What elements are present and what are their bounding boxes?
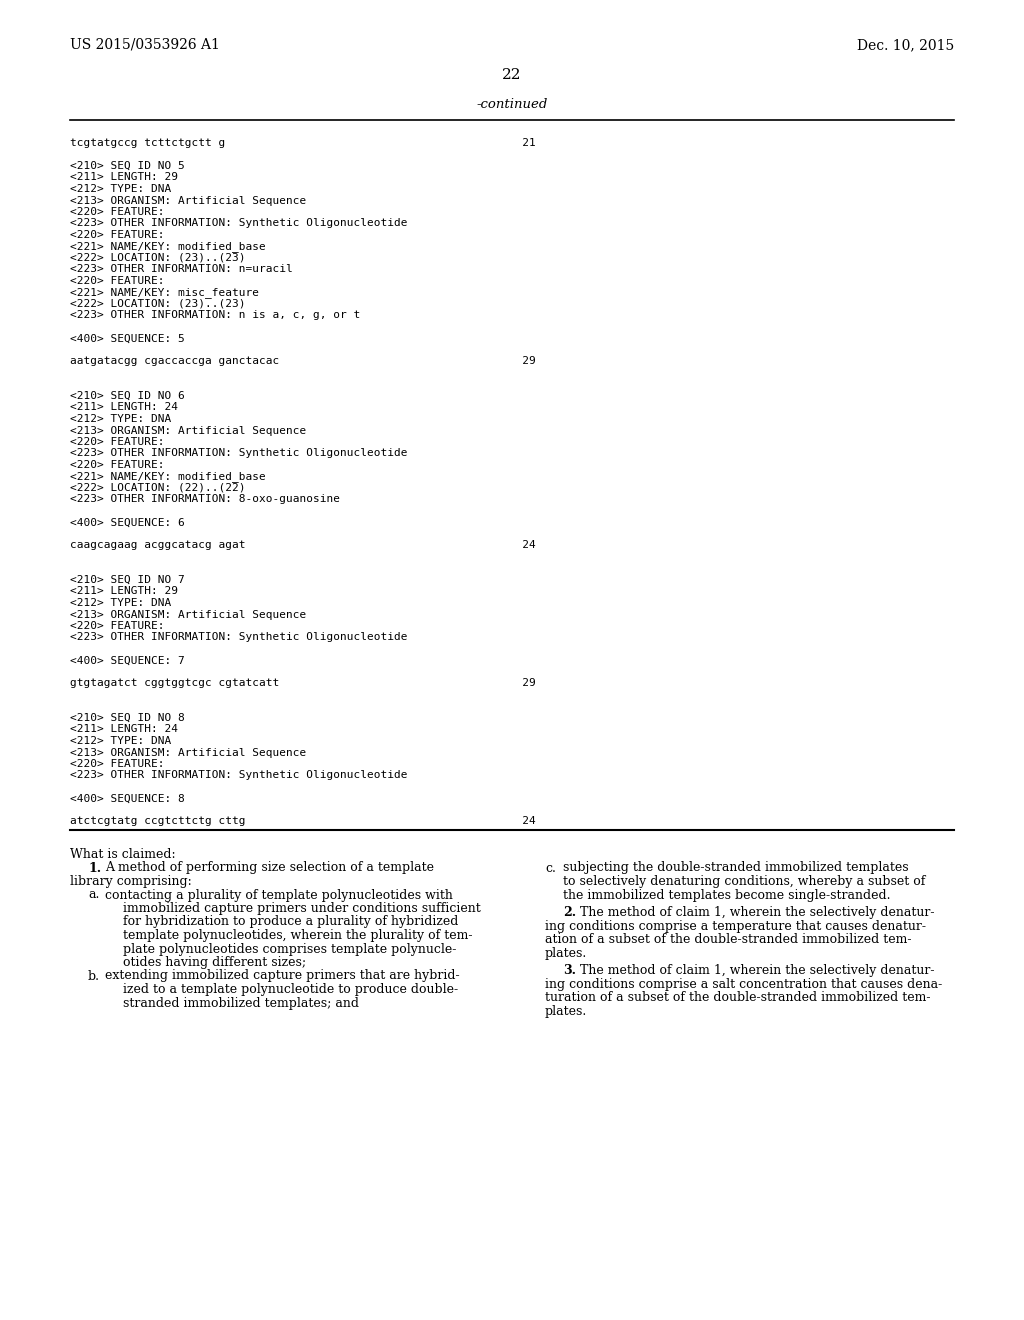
Text: 1.: 1. xyxy=(88,862,101,874)
Text: subjecting the double-stranded immobilized templates: subjecting the double-stranded immobiliz… xyxy=(563,862,908,874)
Text: the immobilized templates become single-stranded.: the immobilized templates become single-… xyxy=(563,888,891,902)
Text: <223> OTHER INFORMATION: 8-oxo-guanosine: <223> OTHER INFORMATION: 8-oxo-guanosine xyxy=(70,495,340,504)
Text: to selectively denaturing conditions, whereby a subset of: to selectively denaturing conditions, wh… xyxy=(563,875,926,888)
Text: plate polynucleotides comprises template polynucle-: plate polynucleotides comprises template… xyxy=(123,942,457,956)
Text: <210> SEQ ID NO 7: <210> SEQ ID NO 7 xyxy=(70,576,184,585)
Text: <221> NAME/KEY: modified_base: <221> NAME/KEY: modified_base xyxy=(70,471,266,482)
Text: ing conditions comprise a salt concentration that causes dena-: ing conditions comprise a salt concentra… xyxy=(545,978,942,990)
Text: 3.: 3. xyxy=(563,964,575,977)
Text: <223> OTHER INFORMATION: n=uracil: <223> OTHER INFORMATION: n=uracil xyxy=(70,264,293,275)
Text: <400> SEQUENCE: 8: <400> SEQUENCE: 8 xyxy=(70,793,184,804)
Text: The method of claim 1, wherein the selectively denatur-: The method of claim 1, wherein the selec… xyxy=(580,964,935,977)
Text: 2.: 2. xyxy=(563,906,577,919)
Text: ation of a subset of the double-stranded immobilized tem-: ation of a subset of the double-stranded… xyxy=(545,933,911,946)
Text: <212> TYPE: DNA: <212> TYPE: DNA xyxy=(70,414,171,424)
Text: <222> LOCATION: (22)..(22): <222> LOCATION: (22)..(22) xyxy=(70,483,246,492)
Text: atctcgtatg ccgtcttctg cttg                                         24: atctcgtatg ccgtcttctg cttg 24 xyxy=(70,817,536,826)
Text: <400> SEQUENCE: 6: <400> SEQUENCE: 6 xyxy=(70,517,184,528)
Text: <211> LENGTH: 24: <211> LENGTH: 24 xyxy=(70,403,178,412)
Text: <223> OTHER INFORMATION: Synthetic Oligonucleotide: <223> OTHER INFORMATION: Synthetic Oligo… xyxy=(70,219,408,228)
Text: <212> TYPE: DNA: <212> TYPE: DNA xyxy=(70,737,171,746)
Text: template polynucleotides, wherein the plurality of tem-: template polynucleotides, wherein the pl… xyxy=(123,929,472,942)
Text: <220> FEATURE:: <220> FEATURE: xyxy=(70,276,165,286)
Text: <221> NAME/KEY: misc_feature: <221> NAME/KEY: misc_feature xyxy=(70,288,259,298)
Text: <220> FEATURE:: <220> FEATURE: xyxy=(70,759,165,770)
Text: <210> SEQ ID NO 5: <210> SEQ ID NO 5 xyxy=(70,161,184,172)
Text: <400> SEQUENCE: 5: <400> SEQUENCE: 5 xyxy=(70,334,184,343)
Text: <211> LENGTH: 29: <211> LENGTH: 29 xyxy=(70,173,178,182)
Text: Dec. 10, 2015: Dec. 10, 2015 xyxy=(857,38,954,51)
Text: caagcagaag acggcatacg agat                                         24: caagcagaag acggcatacg agat 24 xyxy=(70,540,536,550)
Text: ing conditions comprise a temperature that causes denatur-: ing conditions comprise a temperature th… xyxy=(545,920,926,932)
Text: c.: c. xyxy=(545,862,556,874)
Text: tcgtatgccg tcttctgctt g                                            21: tcgtatgccg tcttctgctt g 21 xyxy=(70,139,536,148)
Text: <211> LENGTH: 29: <211> LENGTH: 29 xyxy=(70,586,178,597)
Text: <220> FEATURE:: <220> FEATURE: xyxy=(70,437,165,447)
Text: <213> ORGANISM: Artificial Sequence: <213> ORGANISM: Artificial Sequence xyxy=(70,747,306,758)
Text: <222> LOCATION: (23)..(23): <222> LOCATION: (23)..(23) xyxy=(70,253,246,263)
Text: ized to a template polynucleotide to produce double-: ized to a template polynucleotide to pro… xyxy=(123,983,458,997)
Text: plates.: plates. xyxy=(545,946,587,960)
Text: A method of performing size selection of a template: A method of performing size selection of… xyxy=(105,862,434,874)
Text: <220> FEATURE:: <220> FEATURE: xyxy=(70,230,165,240)
Text: -continued: -continued xyxy=(476,99,548,111)
Text: turation of a subset of the double-stranded immobilized tem-: turation of a subset of the double-stran… xyxy=(545,991,931,1005)
Text: <222> LOCATION: (23)..(23): <222> LOCATION: (23)..(23) xyxy=(70,300,246,309)
Text: US 2015/0353926 A1: US 2015/0353926 A1 xyxy=(70,38,220,51)
Text: <212> TYPE: DNA: <212> TYPE: DNA xyxy=(70,183,171,194)
Text: <213> ORGANISM: Artificial Sequence: <213> ORGANISM: Artificial Sequence xyxy=(70,610,306,619)
Text: <211> LENGTH: 24: <211> LENGTH: 24 xyxy=(70,725,178,734)
Text: <220> FEATURE:: <220> FEATURE: xyxy=(70,207,165,216)
Text: aatgatacgg cgaccaccga ganctacac                                    29: aatgatacgg cgaccaccga ganctacac 29 xyxy=(70,356,536,367)
Text: <220> FEATURE:: <220> FEATURE: xyxy=(70,459,165,470)
Text: <212> TYPE: DNA: <212> TYPE: DNA xyxy=(70,598,171,609)
Text: library comprising:: library comprising: xyxy=(70,875,191,888)
Text: <400> SEQUENCE: 7: <400> SEQUENCE: 7 xyxy=(70,656,184,665)
Text: <223> OTHER INFORMATION: n is a, c, g, or t: <223> OTHER INFORMATION: n is a, c, g, o… xyxy=(70,310,360,321)
Text: a.: a. xyxy=(88,888,99,902)
Text: The method of claim 1, wherein the selectively denatur-: The method of claim 1, wherein the selec… xyxy=(580,906,935,919)
Text: stranded immobilized templates; and: stranded immobilized templates; and xyxy=(123,997,359,1010)
Text: <220> FEATURE:: <220> FEATURE: xyxy=(70,620,165,631)
Text: What is claimed:: What is claimed: xyxy=(70,847,176,861)
Text: 22: 22 xyxy=(502,69,522,82)
Text: plates.: plates. xyxy=(545,1005,587,1018)
Text: b.: b. xyxy=(88,969,100,982)
Text: otides having different sizes;: otides having different sizes; xyxy=(123,956,306,969)
Text: <221> NAME/KEY: modified_base: <221> NAME/KEY: modified_base xyxy=(70,242,266,252)
Text: extending immobilized capture primers that are hybrid-: extending immobilized capture primers th… xyxy=(105,969,460,982)
Text: immobilized capture primers under conditions sufficient: immobilized capture primers under condit… xyxy=(123,902,480,915)
Text: <223> OTHER INFORMATION: Synthetic Oligonucleotide: <223> OTHER INFORMATION: Synthetic Oligo… xyxy=(70,632,408,643)
Text: <213> ORGANISM: Artificial Sequence: <213> ORGANISM: Artificial Sequence xyxy=(70,195,306,206)
Text: contacting a plurality of template polynucleotides with: contacting a plurality of template polyn… xyxy=(105,888,453,902)
Text: for hybridization to produce a plurality of hybridized: for hybridization to produce a plurality… xyxy=(123,916,459,928)
Text: <223> OTHER INFORMATION: Synthetic Oligonucleotide: <223> OTHER INFORMATION: Synthetic Oligo… xyxy=(70,771,408,780)
Text: <210> SEQ ID NO 8: <210> SEQ ID NO 8 xyxy=(70,713,184,723)
Text: gtgtagatct cggtggtcgc cgtatcatt                                    29: gtgtagatct cggtggtcgc cgtatcatt 29 xyxy=(70,678,536,689)
Text: <223> OTHER INFORMATION: Synthetic Oligonucleotide: <223> OTHER INFORMATION: Synthetic Oligo… xyxy=(70,449,408,458)
Text: <213> ORGANISM: Artificial Sequence: <213> ORGANISM: Artificial Sequence xyxy=(70,425,306,436)
Text: <210> SEQ ID NO 6: <210> SEQ ID NO 6 xyxy=(70,391,184,401)
